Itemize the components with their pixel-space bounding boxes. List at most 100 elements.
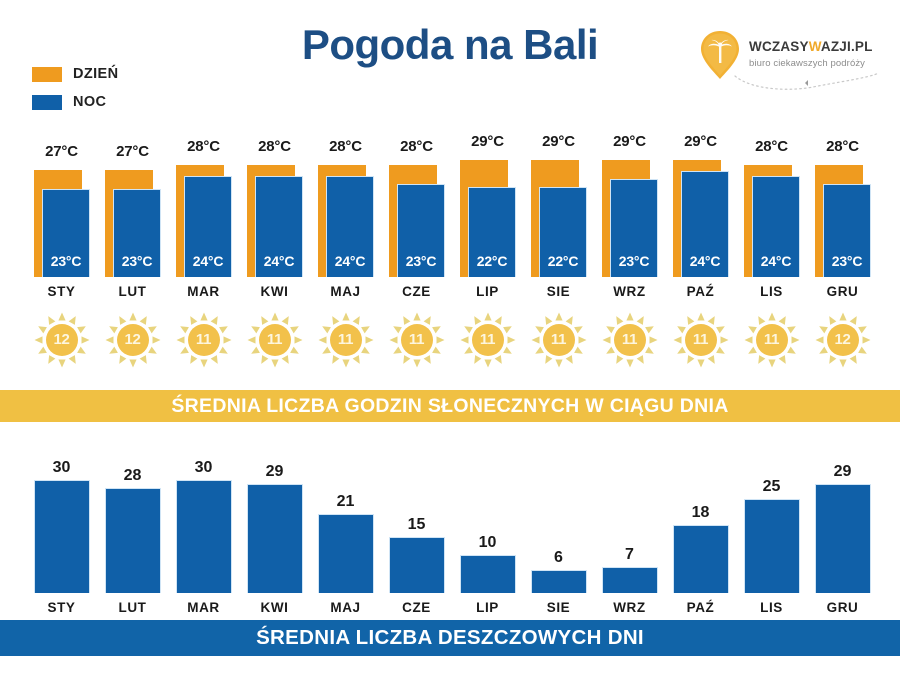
rain-days-value: 10: [478, 534, 497, 552]
legend: DZIEŃ NOC: [32, 62, 119, 118]
month-label: WRZ: [613, 600, 646, 615]
night-temperature-label: 24°C: [263, 253, 295, 269]
night-temperature-bar: 23°C: [42, 189, 90, 277]
rain-days-bar: [105, 487, 161, 593]
night-temperature-label: 24°C: [192, 253, 224, 269]
rain-days-column: 21 MAJ: [310, 435, 381, 615]
sunshine-hours-cell: 12: [26, 311, 97, 373]
banner-sunshine-label: ŚREDNIA LICZBA GODZIN SŁONECZNYCH W CIĄG…: [171, 394, 729, 417]
rain-days-column: 7 WRZ: [594, 435, 665, 615]
month-label: LIP: [476, 284, 499, 299]
sun-icon: [744, 312, 799, 368]
legend-item-night: NOC: [32, 90, 119, 114]
month-label: LUT: [118, 284, 147, 299]
sunshine-hours-cell: 11: [736, 311, 807, 373]
night-temperature-label: 24°C: [689, 253, 721, 269]
night-temperature-bar: 24°C: [326, 176, 374, 277]
banner-rain-days: ŚREDNIA LICZBA DESZCZOWYCH DNI: [0, 620, 900, 656]
day-temperature-label: 28°C: [755, 138, 788, 155]
temperature-column: 28°C 24°C LIS: [736, 125, 807, 305]
brand-logo[interactable]: WCZASYWAZJI.PL biuro ciekawszych podróży: [693, 28, 888, 94]
month-label: GRU: [826, 284, 859, 299]
rain-days-bar: [247, 483, 303, 593]
rain-days-value: 25: [762, 477, 781, 495]
rain-days-value: 21: [336, 492, 355, 510]
month-label: KWI: [260, 284, 289, 299]
day-temperature-label: 27°C: [45, 143, 78, 160]
rain-days-value: 18: [691, 504, 710, 522]
rain-days-bar: [460, 555, 516, 593]
logo-text-block: WCZASYWAZJI.PL biuro ciekawszych podróży: [749, 39, 873, 69]
rain-days-column: 30 STY: [26, 435, 97, 615]
rain-days-value: 29: [265, 462, 284, 480]
page-title: Pogoda na Bali: [301, 21, 599, 68]
rain-days-column: 30 MAR: [168, 435, 239, 615]
legend-swatch-night-icon: [32, 94, 62, 110]
month-label: SIE: [546, 284, 571, 299]
sun-icon: [815, 312, 870, 368]
rain-days-value: 30: [194, 459, 213, 476]
night-temperature-label: 23°C: [405, 253, 437, 269]
month-label: MAR: [187, 600, 220, 615]
night-temperature-label: 22°C: [547, 253, 579, 269]
rain-days-column: 25 LIS: [736, 435, 807, 615]
night-temperature-label: 22°C: [476, 253, 508, 269]
month-label: MAR: [187, 284, 220, 299]
night-temperature-bar: 24°C: [752, 176, 800, 277]
map-pin-palm-icon: [701, 31, 739, 79]
sunshine-hours-cell: 11: [239, 311, 310, 373]
temperature-column: 29°C 22°C LIP: [452, 125, 523, 305]
day-temperature-label: 28°C: [187, 138, 220, 155]
sunshine-hours-cell: 12: [97, 311, 168, 373]
temperature-column: 27°C 23°C LUT: [97, 125, 168, 305]
month-label: STY: [47, 600, 76, 615]
sunshine-hours-cell: 12: [807, 311, 878, 373]
night-temperature-bar: 23°C: [397, 184, 445, 277]
rain-days-chart: 30 STY 28 LUT 30 MAR 29 KWI 21 MAJ 15 CZE 10 LIP 6 SIE 7…: [0, 435, 900, 615]
legend-item-day: DZIEŃ: [32, 62, 119, 86]
month-label: STY: [47, 284, 76, 299]
night-temperature-label: 23°C: [618, 253, 650, 269]
sunshine-hours-cell: 11: [381, 311, 452, 373]
legend-label-day: DZIEŃ: [73, 66, 119, 82]
logo-name: WCZASYWAZJI.PL: [749, 39, 873, 54]
day-temperature-label: 28°C: [400, 138, 433, 155]
sunshine-hours-cell: 11: [168, 311, 239, 373]
rain-days-column: 29 GRU: [807, 435, 878, 615]
sun-icon: [602, 312, 657, 368]
day-temperature-label: 29°C: [471, 133, 504, 150]
rain-days-column: 18 PAŹ: [665, 435, 736, 615]
night-temperature-bar: 22°C: [468, 187, 516, 277]
rain-days-bar: [34, 480, 90, 593]
day-temperature-label: 27°C: [116, 143, 149, 160]
month-label: LUT: [118, 600, 147, 615]
logo-name-part1: WCZASY: [749, 39, 809, 54]
night-temperature-label: 24°C: [760, 253, 792, 269]
sunshine-hours-row: 12 12 11 11 11 11 11 11 11 11 11 12: [0, 307, 900, 377]
night-temperature-bar: 24°C: [255, 176, 303, 277]
sun-icon: [673, 312, 728, 368]
month-label: PAŹ: [686, 284, 715, 299]
rain-days-bar: [389, 536, 445, 593]
logo-tagline: biuro ciekawszych podróży: [749, 58, 866, 69]
night-temperature-label: 23°C: [50, 253, 82, 269]
month-label: LIS: [760, 284, 783, 299]
rain-days-value: 28: [123, 466, 142, 484]
temperature-column: 28°C 24°C MAJ: [310, 125, 381, 305]
sunshine-hours-cell: 11: [594, 311, 665, 373]
night-temperature-bar: 22°C: [539, 187, 587, 277]
night-temperature-bar: 23°C: [610, 179, 658, 277]
night-temperature-label: 23°C: [831, 253, 863, 269]
temperature-column: 28°C 24°C MAR: [168, 125, 239, 305]
rain-days-value: 7: [625, 545, 634, 563]
month-label: PAŹ: [686, 600, 715, 615]
sun-icon: [105, 312, 160, 368]
temperature-column: 29°C 23°C WRZ: [594, 125, 665, 305]
banner-sunshine-hours: ŚREDNIA LICZBA GODZIN SŁONECZNYCH W CIĄG…: [0, 390, 900, 422]
night-temperature-bar: 23°C: [823, 184, 871, 277]
sun-icon: [176, 312, 231, 368]
logo-dotted-swoosh-icon: [734, 72, 880, 90]
temperature-column: 27°C 23°C STY: [26, 125, 97, 305]
night-temperature-bar: 24°C: [681, 171, 729, 277]
rain-days-bar: [673, 525, 729, 593]
